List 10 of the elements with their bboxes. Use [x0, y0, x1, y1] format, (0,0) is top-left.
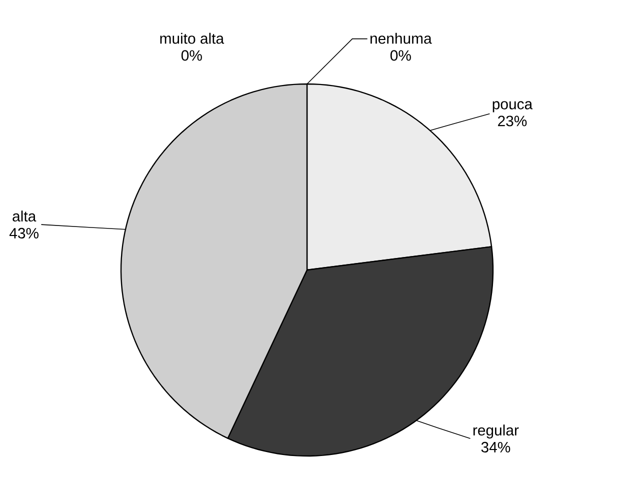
slice-label: alta: [12, 210, 36, 222]
slice-label: pouca: [492, 101, 533, 112]
data-label: 34%: [481, 442, 510, 452]
data-label: 23%: [498, 116, 527, 126]
category-label: nenhuma: [370, 32, 432, 44]
text: 0%: [390, 50, 411, 61]
slice-label: regular: [473, 424, 519, 438]
category-label: muito alta: [160, 32, 224, 44]
data-label: 43%: [9, 228, 39, 238]
text: 0%: [181, 50, 202, 61]
